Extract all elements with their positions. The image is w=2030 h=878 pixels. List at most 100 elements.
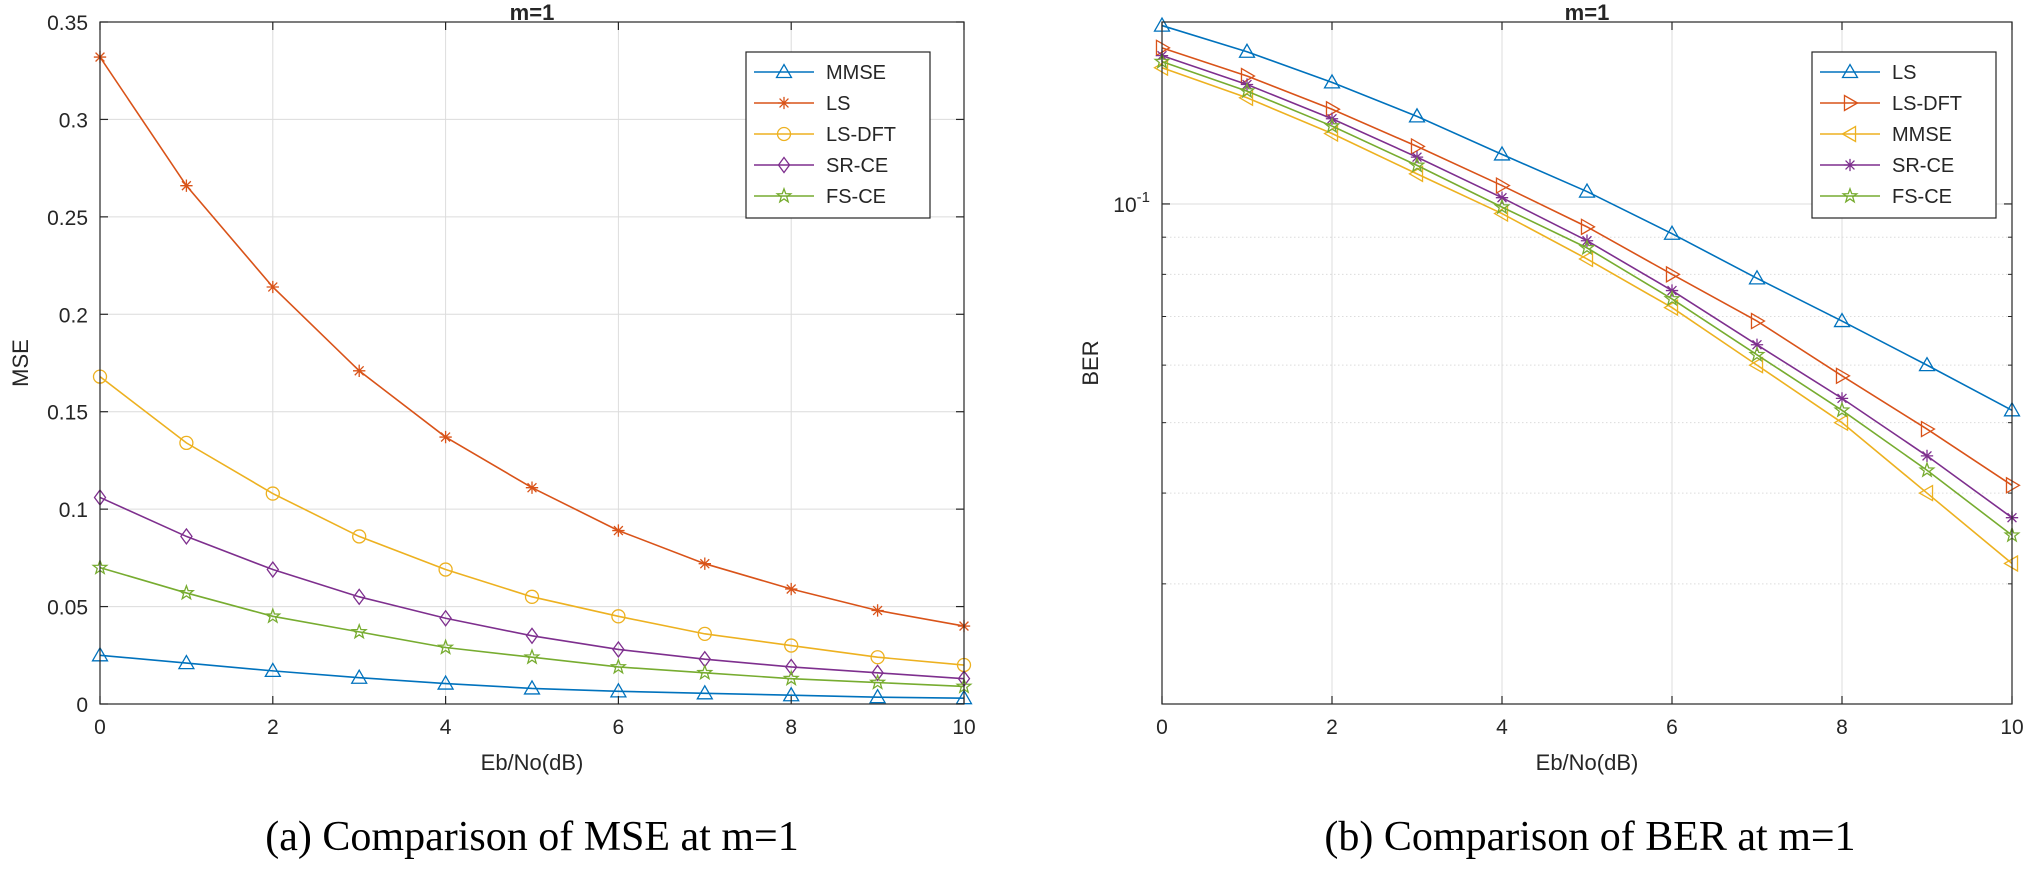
data-point (1920, 420, 1936, 438)
series-ls-dft (1155, 39, 2021, 494)
data-point (1495, 191, 1509, 204)
data-point (438, 562, 453, 577)
data-point (439, 609, 452, 627)
data-point (696, 684, 714, 700)
axes-box (99, 21, 965, 705)
data-point (265, 486, 280, 501)
x-tick-label: 8 (785, 716, 797, 739)
data-point (1578, 238, 1596, 256)
legend-label: MMSE (1892, 124, 1952, 146)
x-tick-label: 2 (267, 716, 279, 739)
legend-label: SR-CE (826, 155, 888, 177)
data-point (698, 557, 711, 570)
legend-marker (775, 186, 793, 204)
data-point (1325, 100, 1341, 118)
data-point (2005, 476, 2021, 494)
x-tick-label: 4 (440, 716, 452, 739)
x-tick-label: 8 (1836, 716, 1848, 739)
x-tick-label: 0 (94, 716, 106, 739)
data-point (180, 179, 193, 192)
data-point (352, 529, 367, 544)
data-point (1920, 449, 1934, 463)
data-point (1748, 356, 1764, 374)
legend-marker (1843, 94, 1859, 112)
data-point (264, 607, 282, 624)
series-line (99, 566, 965, 688)
data-point (350, 668, 368, 684)
series-line (1161, 47, 2013, 486)
legend-label: FS-CE (1892, 186, 1952, 208)
chart-ber: 0 2 4 6 8 1010-1m=1Eb/No(dB)BERLSLS-DFTMMSESR… (1078, 0, 2024, 860)
legend-box (1811, 51, 1997, 219)
data-point (1580, 218, 1596, 236)
x-tick-label: 2 (1326, 716, 1338, 739)
data-point (1918, 484, 1934, 502)
data-point (437, 674, 455, 690)
data-point (611, 609, 626, 624)
y-tick-label: 10-1 (1113, 189, 1150, 217)
data-point (1238, 82, 1256, 99)
x-tick-label: 6 (613, 716, 625, 739)
y-tick-label: 0.3 (59, 109, 88, 132)
y-axis-label: BER (1078, 340, 1103, 385)
data-point (609, 657, 628, 675)
x-tick-label: 6 (1666, 716, 1678, 739)
y-tick-label-base: 10 (1113, 194, 1136, 217)
data-point (1750, 312, 1766, 330)
data-point (1748, 345, 1766, 363)
data-point (264, 662, 282, 678)
data-point (1493, 198, 1511, 215)
data-point (1323, 116, 1341, 134)
data-point (523, 679, 541, 695)
legend-label: FS-CE (826, 186, 886, 208)
legend-marker (775, 63, 793, 79)
legend-item-fs-ce: FS-CE (754, 186, 886, 208)
data-point (353, 364, 366, 377)
data-point (1495, 176, 1511, 195)
legend: MMSE LS LS-DFT SR-CE FS-CE (745, 51, 931, 219)
legend-marker (777, 156, 791, 174)
data-point (1663, 224, 1681, 240)
data-point (1493, 204, 1509, 223)
legend-item-mmse: MMSE (754, 62, 886, 84)
legend-marker (777, 96, 791, 110)
legend-label: SR-CE (1892, 155, 1954, 177)
data-point (612, 640, 625, 659)
data-point (177, 583, 196, 601)
y-tick-label: 0.25 (47, 207, 88, 230)
data-point (871, 604, 884, 617)
y-axis-label: MSE (8, 339, 33, 387)
data-point (1578, 182, 1596, 198)
data-point (1750, 338, 1764, 351)
x-tick-label: 10 (2000, 716, 2023, 739)
data-point (179, 435, 194, 451)
data-point (1408, 165, 1424, 183)
data-point (1833, 312, 1851, 328)
data-point (525, 481, 539, 494)
data-point (1918, 356, 1936, 372)
data-point (1663, 299, 1679, 317)
legend-label: LS (1892, 62, 1916, 84)
legend-item-ls-dft: LS-DFT (1820, 93, 1962, 115)
data-point (784, 658, 798, 676)
data-point (1238, 42, 1256, 58)
legend-item-mmse: MMSE (1820, 124, 1952, 146)
chart-mse: 0 2 4 6 8 10 0 0.05 0.1 0.15 0.2 0.25 0.3 0.35 m=1 Eb/N… (8, 0, 976, 860)
axes-box (1161, 21, 2013, 705)
data-point (350, 622, 368, 640)
series-line (99, 496, 965, 680)
y-tick-label: 0.1 (59, 499, 88, 522)
data-point (439, 430, 452, 444)
data-point (1155, 39, 1171, 57)
data-point (784, 638, 799, 653)
data-point (266, 280, 279, 294)
legend-marker (1843, 158, 1857, 172)
series-line (99, 654, 965, 699)
legend-item-sr-ce: SR-CE (1820, 155, 1954, 177)
data-point (1408, 156, 1426, 173)
legend: LS LS-DFT MMSE SR-CE FS-CE (1811, 51, 1997, 219)
data-point (1578, 250, 1594, 268)
data-point (785, 582, 798, 596)
data-point (871, 664, 884, 682)
